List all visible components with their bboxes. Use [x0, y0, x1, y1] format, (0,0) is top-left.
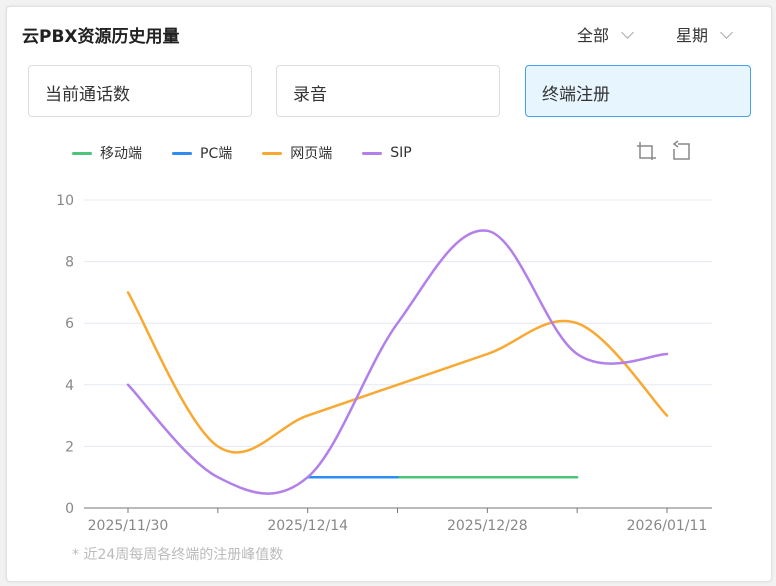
x-tick-label: 2026/01/11: [627, 518, 708, 534]
x-tick-label: 2025/12/14: [267, 518, 348, 534]
x-tick-label: 2025/11/30: [88, 518, 169, 534]
y-tick-label: 6: [65, 316, 74, 332]
legend-item[interactable]: SIP: [362, 143, 412, 163]
legend-item[interactable]: 网页端: [262, 143, 332, 163]
series-line: [126, 291, 669, 454]
scope-select[interactable]: 全部: [577, 22, 634, 46]
legend-item[interactable]: 移动端: [72, 143, 142, 163]
y-tick-label: 0: [65, 501, 74, 517]
legend-swatch: [262, 151, 283, 155]
tab-recording[interactable]: 录音: [276, 65, 500, 117]
legend-label: SIP: [390, 145, 412, 161]
x-tick-label: 2025/12/28: [447, 518, 528, 534]
period-select[interactable]: 星期: [676, 22, 733, 46]
chart-legend: 移动端 PC端 网页端 SIP: [72, 143, 412, 163]
legend-item[interactable]: PC端: [172, 143, 232, 163]
period-value: 星期: [676, 26, 709, 45]
tab-current-calls[interactable]: 当前通话数: [28, 65, 252, 117]
y-tick-label: 8: [65, 255, 74, 271]
scope-value: 全部: [577, 26, 610, 45]
chart-toolbox: [636, 140, 692, 162]
legend-label: 网页端: [290, 146, 333, 162]
legend-swatch: [72, 151, 92, 155]
y-tick-label: 10: [56, 193, 74, 209]
card-title: 云PBX资源历史用量: [22, 27, 180, 47]
chart-footnote: * 近24周每周各终端的注册峰值数: [72, 547, 284, 563]
y-tick-label: 4: [65, 378, 74, 394]
y-tick-label: 2: [65, 439, 74, 455]
legend-label: PC端: [200, 146, 233, 162]
zoom-reset-icon[interactable]: [670, 140, 692, 162]
series-line: [126, 229, 669, 495]
legend-swatch: [172, 151, 192, 155]
legend-swatch: [362, 151, 383, 155]
data-zoom-icon[interactable]: [636, 140, 658, 162]
tab-terminal-registration[interactable]: 终端注册: [525, 65, 751, 117]
legend-label: 移动端: [100, 146, 142, 162]
